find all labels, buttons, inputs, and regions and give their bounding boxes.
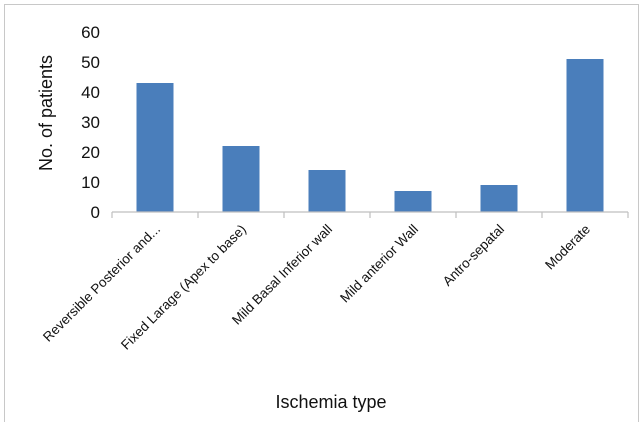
y-tick-label: 0 [91,203,100,222]
y-tick-label: 10 [81,173,100,192]
category-label: Mild anterior Wall [337,222,421,306]
category-label: Antro-sepatal [440,222,507,289]
bar [136,83,174,212]
bar [566,59,604,212]
y-axis-title: No. of patients [36,55,56,171]
category-label: Moderate [542,222,593,273]
y-tick-label: 20 [81,143,100,162]
bar [308,170,346,212]
y-tick-labels: 0 10 20 30 40 50 60 [81,23,100,222]
category-labels: Reversible Posterior and...Fixed Larage … [40,222,593,353]
y-tick-label: 30 [81,113,100,132]
bar [222,146,260,212]
bar [480,185,518,212]
y-tick-label: 40 [81,83,100,102]
bars [136,59,604,212]
y-tick-label: 50 [81,53,100,72]
x-axis-title: Ischemia type [275,392,386,412]
x-tick-marks [111,212,629,218]
bar [394,191,432,212]
y-tick-label: 60 [81,23,100,42]
category-label: Mild Basal Inferior wall [229,222,335,328]
chart-frame [4,4,639,422]
